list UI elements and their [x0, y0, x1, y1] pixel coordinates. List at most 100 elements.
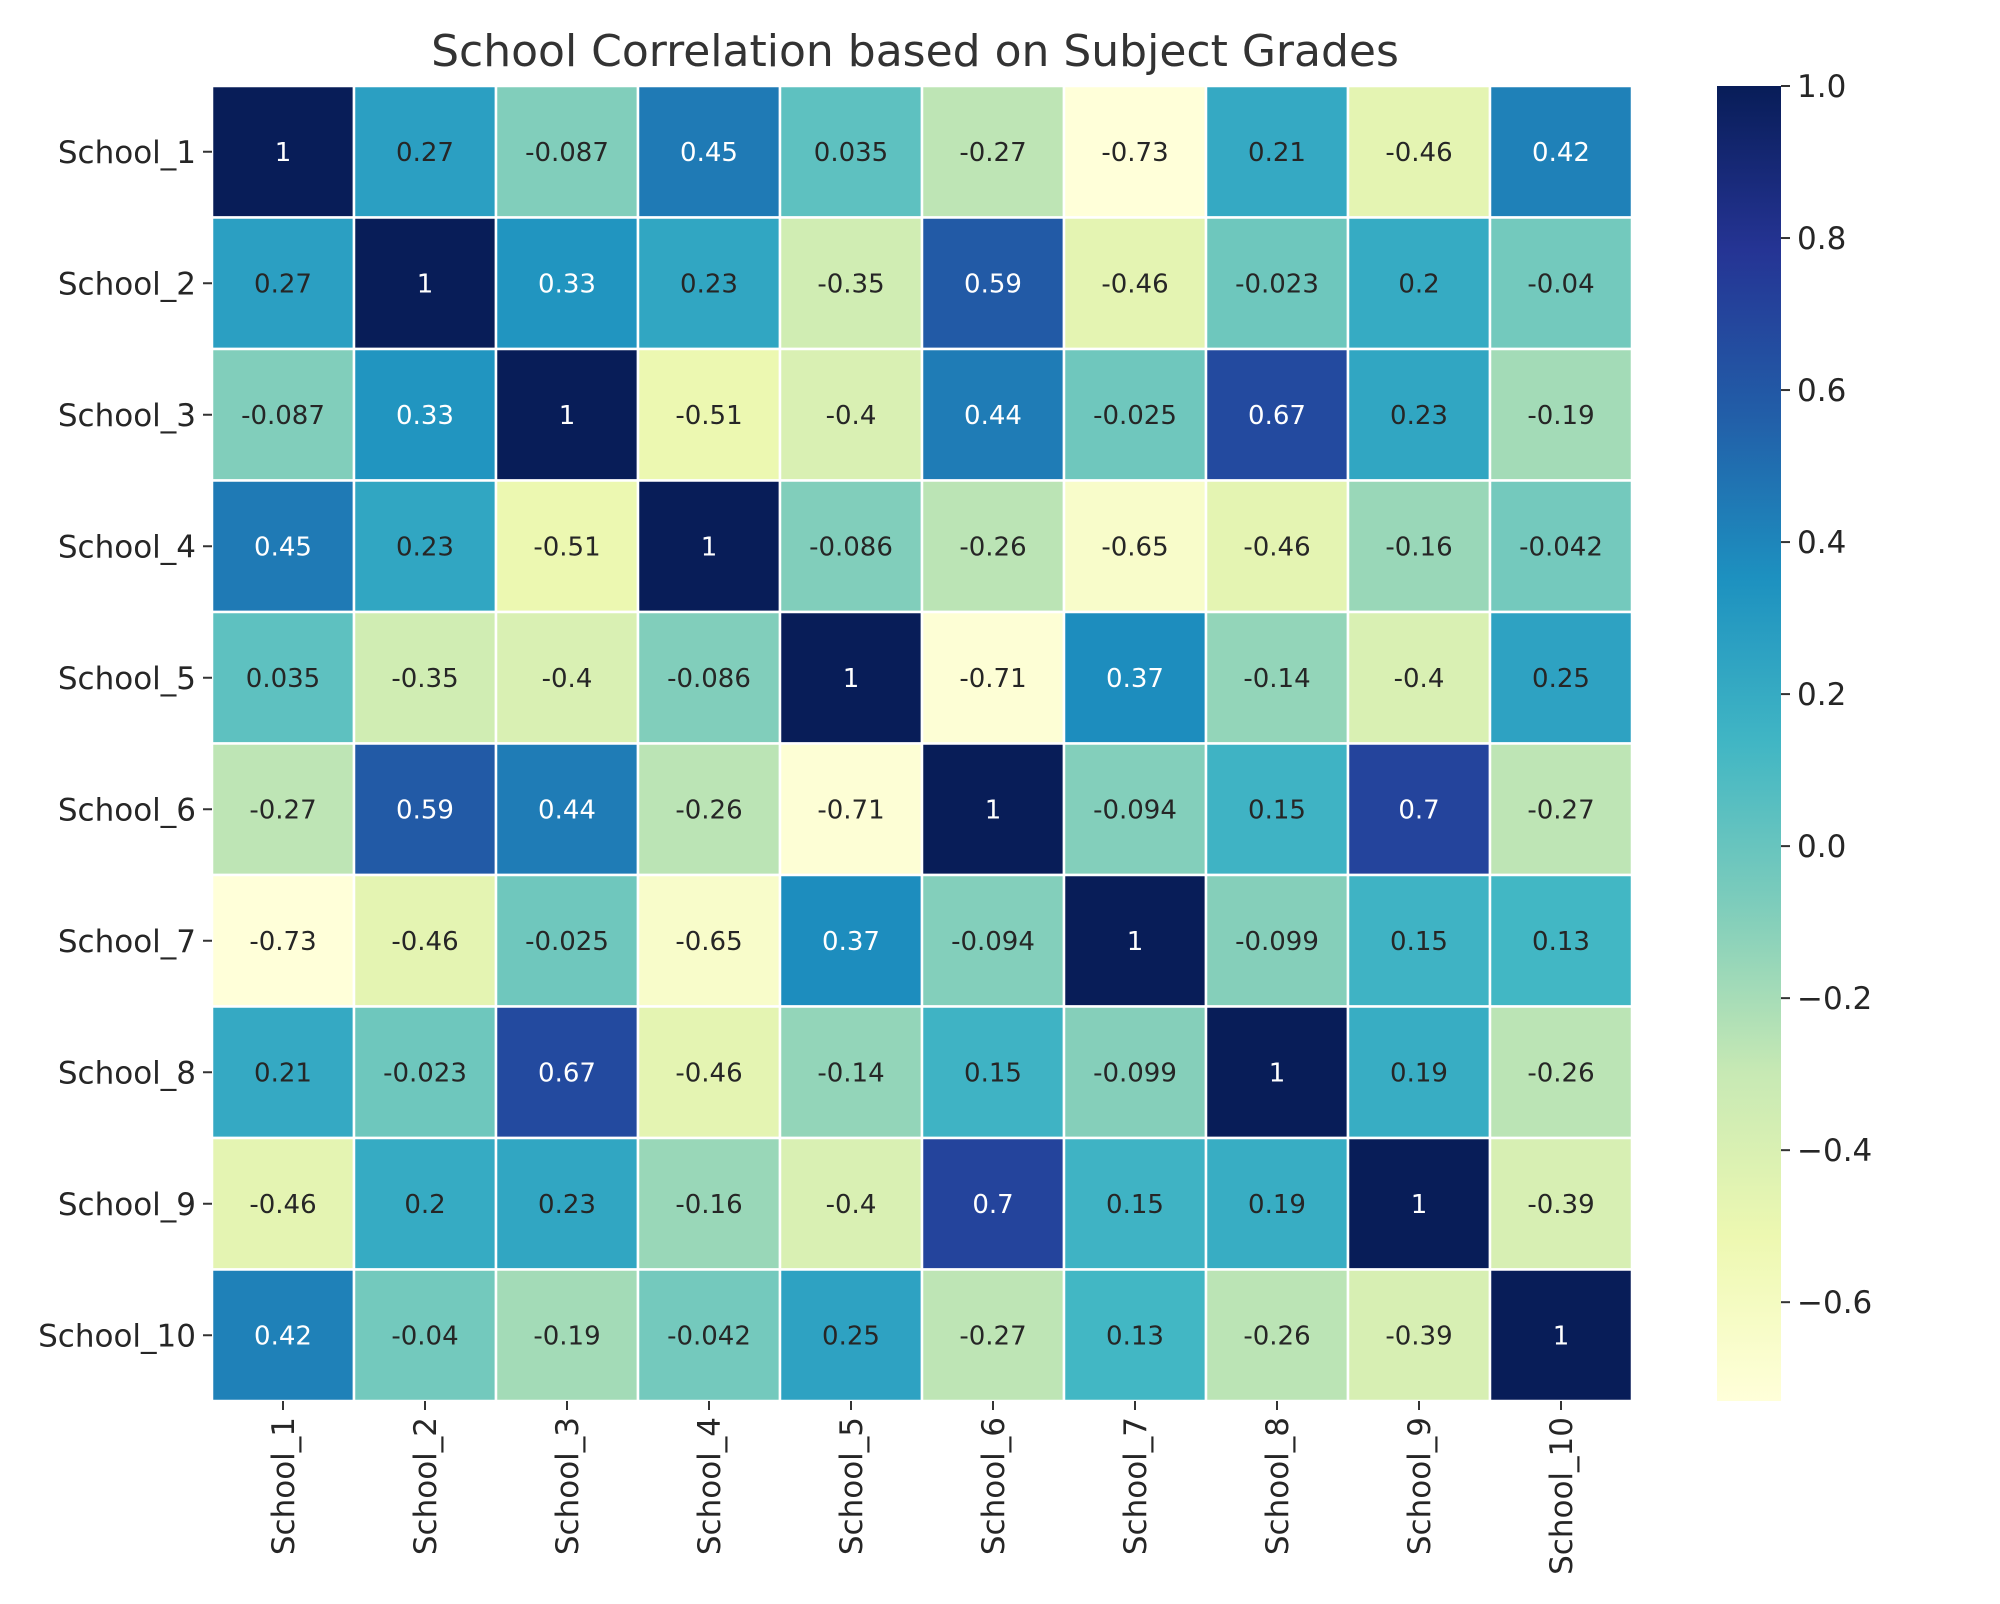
heatmap-cell	[1346, 479, 1492, 614]
colorbar-tick-label: −0.2	[1797, 981, 1872, 1017]
cell-value-label: -0.27	[249, 795, 316, 825]
y-tick-label: School_4	[58, 529, 196, 565]
cell-value-label: 0.23	[1390, 401, 1448, 431]
x-tick-label: School_6	[976, 1417, 1012, 1555]
cell-value-label: -0.14	[817, 1058, 884, 1088]
heatmap-cell	[778, 1136, 924, 1271]
heatmap-cell	[494, 347, 640, 482]
heatmap-cell	[210, 347, 356, 482]
cell-value-label: 0.33	[538, 269, 596, 299]
cell-value-label: -0.094	[951, 927, 1035, 957]
heatmap-cell	[352, 216, 498, 351]
heatmap-cell	[1062, 1136, 1208, 1271]
heatmap-cell	[778, 742, 924, 877]
cell-value-label: 0.37	[1106, 664, 1164, 694]
cell-value-label: -0.4	[826, 401, 877, 431]
cell-value-label: 1	[275, 138, 292, 168]
heatmap-cell	[494, 84, 640, 219]
heatmap-cell	[1062, 1268, 1208, 1403]
cell-value-label: -0.4	[542, 664, 593, 694]
heatmap-cell	[1204, 1136, 1350, 1271]
heatmap-cell	[636, 1005, 782, 1140]
cell-value-label: 0.44	[964, 401, 1022, 431]
y-tick-label: School_10	[38, 1318, 196, 1354]
heatmap-cell	[1346, 610, 1492, 745]
cell-value-label: -0.14	[1243, 664, 1310, 694]
cell-value-label: 0.15	[1106, 1190, 1164, 1220]
cell-value-label: -0.46	[249, 1190, 316, 1220]
y-tick-label: School_7	[58, 924, 196, 960]
heatmap-cell	[1204, 610, 1350, 745]
cell-value-label: -0.4	[1394, 664, 1445, 694]
x-tick-label: School_4	[692, 1417, 728, 1555]
heatmap-cell	[920, 1005, 1066, 1140]
cell-value-label: -0.65	[1101, 532, 1168, 562]
cell-value-label: -0.094	[1093, 795, 1177, 825]
colorbar-tick-label: 0.4	[1797, 525, 1846, 561]
colorbar-tick-label: 0.0	[1797, 829, 1846, 865]
cell-value-label: -0.27	[959, 1321, 1026, 1351]
x-axis-labels: School_1 School_2 School_3 School_4 School_5…	[266, 1401, 1580, 1575]
heatmap-cell	[352, 84, 498, 219]
cell-value-label: 0.13	[1106, 1321, 1164, 1351]
cell-value-label: -0.26	[675, 795, 742, 825]
colorbar-gradient	[1717, 86, 1781, 1401]
cell-value-label: -0.71	[959, 664, 1026, 694]
x-tick-label: School_2	[408, 1417, 444, 1555]
cell-value-label: -0.71	[817, 795, 884, 825]
cell-value-label: -0.39	[1385, 1321, 1452, 1351]
heatmap-cell	[1346, 1136, 1492, 1271]
cell-value-label: -0.19	[1527, 401, 1594, 431]
cell-value-label: 0.7	[972, 1190, 1013, 1220]
y-tick-label: School_6	[58, 792, 196, 828]
cell-value-label: -0.04	[391, 1321, 458, 1351]
heatmap-cell	[352, 1005, 498, 1140]
colorbar-tick-label: 1.0	[1797, 69, 1846, 105]
colorbar-tick-label: 0.2	[1797, 677, 1846, 713]
cell-value-label: 0.27	[396, 138, 454, 168]
cell-value-label: -0.35	[817, 269, 884, 299]
x-tick-label: School_9	[1402, 1417, 1438, 1555]
cell-value-label: -0.27	[1527, 795, 1594, 825]
x-tick-label: School_7	[1118, 1417, 1154, 1555]
cell-value-label: -0.16	[675, 1190, 742, 1220]
cell-value-label: 0.33	[396, 401, 454, 431]
cell-value-label: -0.65	[675, 927, 742, 957]
cell-value-label: 0.42	[1532, 138, 1590, 168]
cell-value-label: -0.39	[1527, 1190, 1594, 1220]
cell-value-label: -0.46	[675, 1058, 742, 1088]
cell-value-label: -0.26	[1243, 1321, 1310, 1351]
heatmap-cell	[920, 1268, 1066, 1403]
x-tick-label: School_1	[266, 1417, 302, 1555]
cell-value-label: -0.087	[525, 138, 609, 168]
cell-value-label: 1	[843, 664, 860, 694]
colorbar-tick-label: −0.6	[1797, 1285, 1872, 1321]
y-axis-labels: School_1 School_2 School_3 School_4 School_5…	[38, 135, 212, 1354]
cell-value-label: -0.46	[391, 927, 458, 957]
heatmap-cell	[1062, 216, 1208, 351]
heatmap-cell	[1062, 1005, 1208, 1140]
cell-value-label: 0.2	[1398, 269, 1439, 299]
cell-value-label: 0.19	[1390, 1058, 1448, 1088]
heatmap-cell	[352, 610, 498, 745]
cell-value-label: -0.025	[1093, 401, 1177, 431]
cell-value-label: 0.035	[246, 664, 320, 694]
colorbar-tick-label: 0.8	[1797, 221, 1846, 257]
cell-value-label: -0.16	[1385, 532, 1452, 562]
cell-value-label: 0.25	[1532, 664, 1590, 694]
cell-value-label: -0.4	[826, 1190, 877, 1220]
cell-value-label: 0.42	[254, 1321, 312, 1351]
cell-value-label: -0.19	[533, 1321, 600, 1351]
heatmap-cell	[778, 347, 924, 482]
cell-value-label: -0.042	[667, 1321, 751, 1351]
heatmap-cell	[1488, 84, 1634, 219]
x-tick-label: School_10	[1544, 1417, 1580, 1575]
cell-value-label: 0.035	[814, 138, 888, 168]
cell-value-label: -0.73	[249, 927, 316, 957]
heatmap-cell	[210, 873, 356, 1008]
cell-value-label: 0.67	[1248, 401, 1306, 431]
heatmap-cell	[494, 1005, 640, 1140]
heatmap-cell	[1346, 1268, 1492, 1403]
heatmap-cell	[636, 1136, 782, 1271]
